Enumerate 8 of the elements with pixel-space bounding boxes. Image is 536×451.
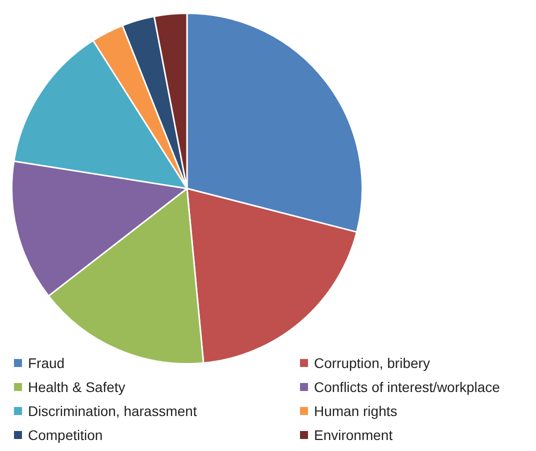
legend-label: Conflicts of interest/workplace (313, 378, 501, 396)
legend-label: Corruption, bribery (313, 354, 431, 372)
legend-label: Health & Safety (27, 378, 126, 396)
legend-label: Fraud (27, 354, 66, 372)
legend-label: Human rights (313, 402, 398, 420)
legend-label: Discrimination, harassment (27, 402, 198, 420)
legend-label: Competition (27, 426, 104, 444)
legend-label: Environment (313, 426, 394, 444)
